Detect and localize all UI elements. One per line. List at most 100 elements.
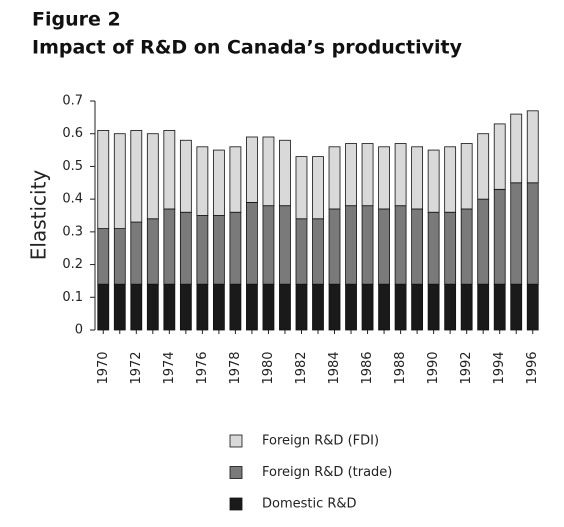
bar-segment	[295, 218, 308, 285]
bar-segment	[411, 146, 424, 210]
bar-segment	[262, 205, 275, 285]
bar-segment	[427, 211, 440, 285]
bar-segment	[146, 218, 159, 285]
bar-segment	[510, 113, 523, 184]
bar-segment	[328, 208, 341, 285]
bar-segment	[229, 146, 242, 213]
bar-segment	[279, 283, 291, 331]
x-tick-label: 1994	[492, 351, 507, 384]
y-axis-label: Elasticity	[27, 170, 51, 261]
bar-segment	[279, 139, 291, 207]
bar-segment	[163, 283, 176, 331]
bar-segment	[246, 283, 258, 331]
bar-segment	[328, 283, 341, 331]
bar-segment	[113, 133, 126, 229]
bar-segment	[312, 156, 324, 220]
bar-segment	[113, 283, 126, 331]
bar-segment	[179, 211, 192, 285]
bar-segment	[262, 283, 275, 331]
bar-segment	[493, 188, 506, 285]
chart-title: Figure 2	[32, 9, 121, 31]
chart-subtitle: Impact of R&D on Canada’s productivity	[32, 37, 463, 59]
bar-segment	[378, 146, 390, 210]
x-tick-label: 1984	[327, 351, 342, 384]
bar-segment	[378, 208, 390, 285]
x-tick-label: 1986	[360, 351, 375, 384]
bar-segment	[477, 133, 490, 200]
x-tick-label: 1996	[525, 351, 540, 384]
bar-segment	[97, 130, 110, 229]
y-tick-label: 0.6	[62, 126, 83, 141]
bar-segment	[229, 211, 242, 285]
bar-segment	[411, 283, 424, 331]
bar-segment	[427, 149, 440, 213]
bar-segment	[345, 143, 357, 207]
y-tick-label: 0	[75, 323, 83, 338]
bar-segment	[246, 136, 258, 203]
legend-label: Foreign R&D (trade)	[262, 465, 392, 480]
bar-segment	[493, 283, 506, 331]
bar-segment	[427, 283, 440, 331]
bar-segment	[345, 205, 357, 285]
x-tick-label: 1982	[294, 351, 309, 384]
y-tick-label: 0.7	[62, 94, 83, 109]
bar-segment	[196, 146, 209, 216]
y-tick-label: 0.1	[62, 290, 83, 305]
bar-segment	[394, 283, 407, 331]
y-tick-label: 0.2	[62, 257, 83, 272]
bar-segment	[130, 283, 143, 331]
bar-segment	[411, 208, 424, 285]
y-tick-label: 0.4	[62, 192, 83, 207]
bar-segment	[477, 283, 490, 331]
bar-segment	[212, 283, 225, 331]
legend-swatch	[229, 434, 243, 448]
x-tick-label: 1988	[393, 351, 408, 384]
bar-segment	[361, 143, 374, 207]
bar-segment	[262, 136, 275, 207]
legend-swatch	[229, 466, 243, 479]
y-tick-label: 0.5	[62, 159, 83, 174]
bar-segment	[246, 202, 258, 285]
bar-segment	[510, 182, 523, 285]
bar-segment	[163, 208, 176, 285]
bar-segment	[295, 156, 308, 220]
bar-segment	[295, 283, 308, 331]
bar-segment	[179, 283, 192, 331]
legend-label: Domestic R&D	[262, 497, 357, 512]
bar-segment	[97, 228, 110, 285]
x-tick-label: 1978	[228, 351, 243, 384]
bar-segment	[212, 149, 225, 216]
bar-segment	[312, 218, 324, 285]
bar-segment	[229, 283, 242, 331]
bar-segment	[477, 198, 490, 285]
bar-segment	[212, 215, 225, 285]
bar-segment	[394, 205, 407, 285]
x-tick-label: 1980	[261, 351, 276, 384]
bar-segment	[526, 283, 539, 331]
bar-segment	[113, 228, 126, 285]
x-tick-label: 1974	[162, 351, 177, 384]
bar-segment	[179, 139, 192, 213]
legend-label: Foreign R&D (FDI)	[262, 434, 379, 449]
bar-segment	[146, 133, 159, 220]
bar-segment	[345, 283, 357, 331]
bar-segment	[361, 283, 374, 331]
bar-segment	[444, 211, 457, 285]
bar-segment	[510, 283, 523, 331]
bar-segment	[460, 143, 473, 210]
bar-segment	[97, 283, 110, 331]
bar-segment	[130, 130, 143, 223]
bar-segment	[196, 283, 209, 331]
bar-segment	[526, 182, 539, 285]
x-tick-label: 1992	[459, 351, 474, 384]
bar-segment	[394, 143, 407, 207]
bar-segment	[526, 110, 539, 184]
bar-segment	[130, 221, 143, 285]
bar-segment	[328, 146, 341, 210]
x-tick-label: 1970	[96, 351, 111, 384]
legend-swatch	[229, 497, 243, 511]
x-tick-label: 1990	[426, 351, 441, 384]
bar-segment	[163, 130, 176, 210]
y-tick-label: 0.3	[62, 224, 83, 239]
bar-segment	[378, 283, 390, 331]
